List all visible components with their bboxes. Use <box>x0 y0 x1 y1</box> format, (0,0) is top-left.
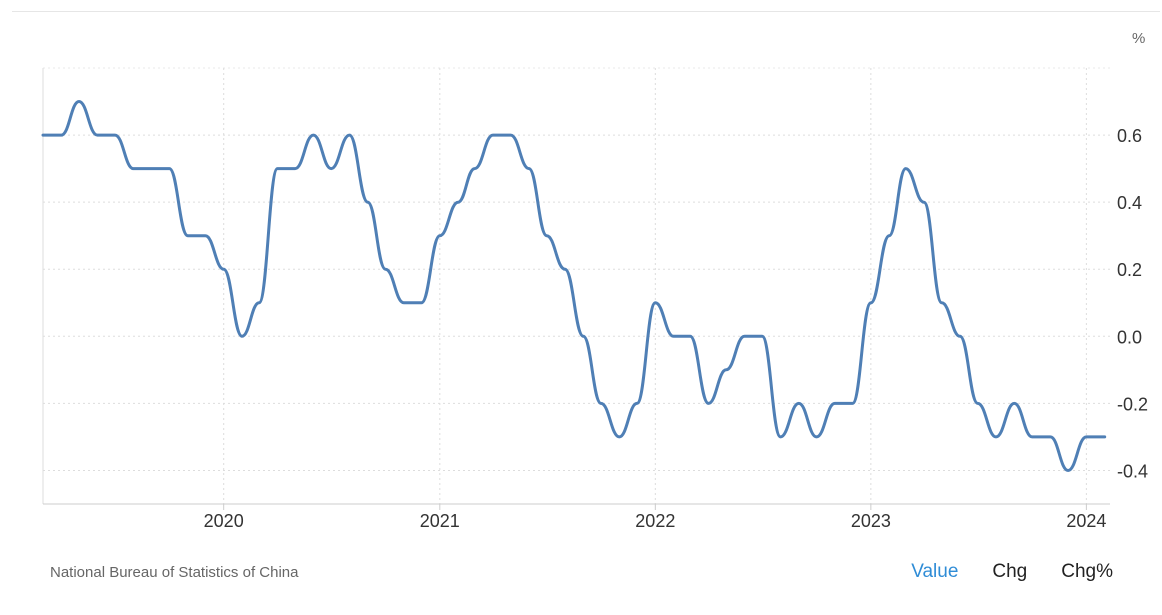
tab-chg[interactable]: Chg <box>992 561 1028 582</box>
axes: 0.6 0.4 0.2 0.0 -0.2 -0.4 2020 2021 2022 2023 2024 <box>42 68 1148 531</box>
y-tick-label: -0.2 <box>1117 394 1148 414</box>
y-tick-label: 0.0 <box>1117 327 1142 347</box>
y-tick-label: 0.2 <box>1117 260 1142 280</box>
series-layer <box>41 100 1107 472</box>
x-tick-label: 2021 <box>420 511 460 531</box>
grid <box>43 67 1110 504</box>
y-tick-label: 0.6 <box>1117 126 1142 146</box>
x-tick-label: 2020 <box>204 511 244 531</box>
y-tick-label: 0.4 <box>1117 193 1142 213</box>
view-tabs: Value Chg Chg% <box>911 561 1113 583</box>
x-tick-label: 2024 <box>1066 511 1106 531</box>
y-tick-label: -0.4 <box>1117 461 1148 481</box>
unit-label: % <box>1132 30 1145 47</box>
x-tick-label: 2023 <box>851 511 891 531</box>
series-line <box>41 100 1107 472</box>
tab-chg-percent[interactable]: Chg% <box>1061 561 1113 582</box>
tab-value[interactable]: Value <box>911 561 959 582</box>
top-divider <box>12 11 1160 12</box>
x-tick-label: 2022 <box>635 511 675 531</box>
source-label: National Bureau of Statistics of China <box>50 564 299 581</box>
